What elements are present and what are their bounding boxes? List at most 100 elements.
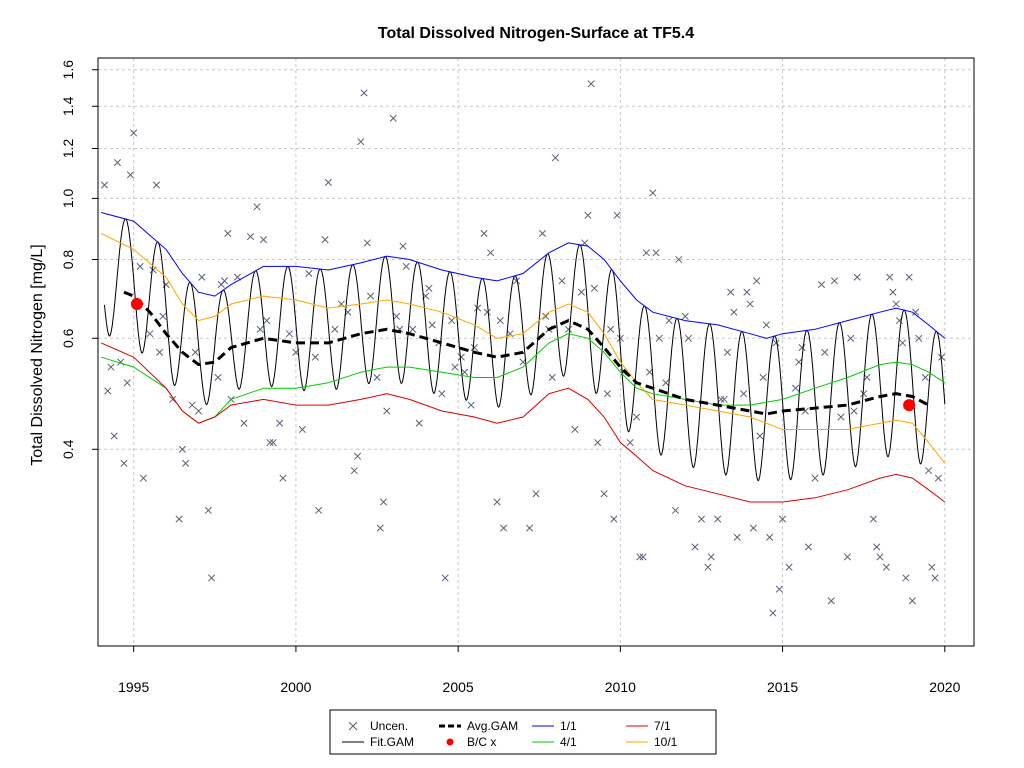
uncen-point	[159, 312, 167, 320]
uncen-point	[733, 533, 741, 541]
uncen-point	[208, 574, 216, 582]
uncen-point	[714, 515, 722, 523]
uncen-point	[276, 419, 284, 427]
uncen-point	[804, 543, 813, 551]
uncen-point	[684, 334, 693, 342]
uncen-point	[100, 181, 109, 189]
uncen-point	[915, 334, 923, 342]
uncen-point	[772, 339, 780, 347]
uncen-point	[876, 553, 884, 561]
bc-point	[130, 298, 143, 311]
uncen-point	[451, 363, 459, 371]
uncen-point	[691, 543, 699, 551]
uncen-point	[224, 229, 232, 237]
uncen-point	[766, 533, 774, 541]
legend-label: Uncen.	[370, 719, 408, 733]
uncen-point	[389, 114, 397, 122]
uncen-point	[315, 506, 323, 514]
axis-layer: 1995 2000 2005 2010 2015 2020 0.4 0.6 0.8 1.0 1.2 1…	[60, 60, 961, 695]
uncen-point	[662, 379, 670, 387]
uncen-point	[756, 432, 764, 440]
y-tick-label: 1.2	[60, 139, 76, 159]
uncen-point	[775, 585, 783, 593]
uncen-point	[717, 395, 725, 403]
uncen-point	[354, 452, 362, 460]
uncen-point	[470, 344, 478, 352]
uncen-point	[146, 330, 154, 338]
y-tick-label: 1.6	[60, 60, 76, 80]
x-tick-label: 2000	[280, 679, 311, 695]
x-tick-label: 2015	[767, 679, 798, 695]
uncen-point	[214, 373, 222, 382]
uncen-point	[558, 277, 566, 285]
uncen-point	[551, 154, 560, 162]
uncen-point	[642, 249, 650, 257]
uncen-point	[821, 348, 829, 356]
uncen-point	[415, 419, 423, 427]
uncen-point	[649, 189, 657, 197]
uncen-point	[392, 312, 401, 320]
uncen-point	[448, 317, 456, 325]
y-axis-label: Total Dissolved Nitrogen [mg/L]	[29, 244, 46, 465]
uncen-point	[110, 432, 118, 440]
uncen-point	[652, 249, 660, 257]
y-tick-label: 1.0	[60, 188, 76, 208]
uncen-point	[925, 467, 933, 475]
uncen-point	[379, 498, 388, 506]
uncen-point	[285, 330, 293, 338]
uncen-point	[837, 413, 845, 421]
uncen-point	[493, 498, 501, 506]
x-tick-label: 2010	[605, 679, 636, 695]
uncen-point	[749, 524, 757, 532]
legend-box	[329, 709, 717, 755]
y-tick-label: 0.8	[60, 250, 76, 270]
uncen-point	[811, 474, 819, 482]
uncen-point	[321, 236, 329, 244]
uncen-point	[798, 344, 806, 352]
uncen-point	[564, 325, 572, 333]
uncen-point	[827, 597, 835, 605]
uncen-point	[360, 89, 368, 97]
uncen-point	[139, 474, 147, 482]
uncen-point	[889, 288, 897, 296]
uncen-point	[220, 277, 229, 285]
uncen-point	[438, 390, 446, 398]
uncen-point	[795, 358, 803, 366]
uncen-point	[603, 390, 611, 398]
uncen-point	[474, 304, 482, 312]
uncen-point	[902, 574, 910, 582]
uncen-point	[350, 467, 358, 475]
uncen-point	[853, 273, 861, 281]
legend-swatch-bc	[446, 738, 454, 746]
uncen-point	[126, 171, 134, 179]
avg-gam-line	[123, 290, 930, 416]
uncen-point	[182, 459, 190, 467]
uncen-point	[636, 553, 644, 561]
uncen-point	[613, 211, 621, 219]
uncen-point	[191, 348, 199, 356]
uncen-point	[600, 490, 608, 498]
uncen-point	[512, 277, 521, 285]
uncen-point	[104, 387, 112, 395]
uncen-point	[331, 325, 339, 333]
uncen-point	[113, 158, 122, 167]
line-4-1-series	[101, 333, 946, 424]
uncen-point	[487, 249, 495, 257]
uncen-point	[886, 273, 894, 281]
uncen-point	[934, 474, 942, 482]
uncen-point	[938, 353, 946, 361]
uncen-point	[175, 515, 183, 523]
uncen-point	[169, 395, 177, 403]
uncen-point	[759, 373, 767, 382]
uncen-point	[723, 348, 731, 356]
uncen-point	[256, 325, 264, 333]
uncen-point	[383, 407, 391, 415]
uncen-point	[152, 181, 160, 189]
uncen-point	[587, 80, 595, 88]
uncen-point	[198, 273, 206, 281]
y-tick-label: 1.4	[60, 96, 76, 116]
uncen-point	[324, 178, 332, 187]
uncen-point	[357, 138, 365, 146]
uncen-point	[279, 474, 287, 482]
uncen-point	[830, 277, 839, 285]
